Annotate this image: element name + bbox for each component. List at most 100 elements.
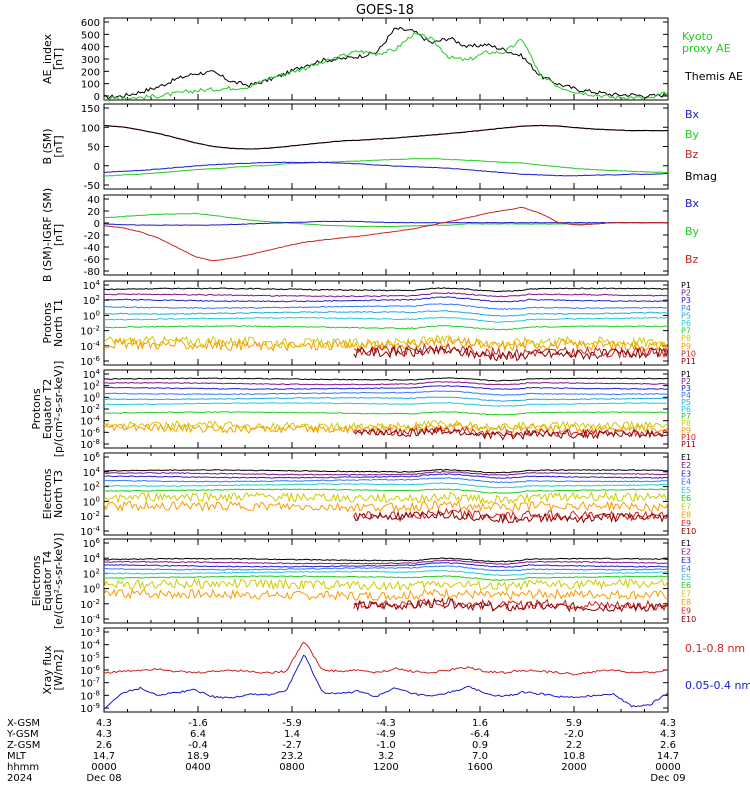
footer-row-label: X-GSM: [7, 718, 40, 729]
legend-entry: E7: [681, 590, 691, 599]
channel-line: [104, 565, 668, 572]
y-tick-label: 10-2: [80, 598, 100, 611]
y-tick-label: 10-6: [80, 355, 100, 368]
legend-entry: Bmag: [685, 170, 717, 183]
y-tick-label: -80: [84, 267, 100, 278]
y-tick-label: 100: [81, 80, 100, 91]
y-tick-label: 150: [81, 104, 100, 115]
footer-value: 4.3: [660, 729, 676, 740]
footer-value: 2.6: [96, 740, 112, 751]
footer-value: 1200: [373, 762, 398, 773]
legend-entry: P8: [681, 419, 691, 428]
legend-entry: E6: [681, 581, 691, 590]
footer-row-label: hhmm: [7, 762, 39, 773]
y-tick-label: 10-4: [80, 639, 100, 652]
legend: 0.1-0.8 nm 0.05-0.4 nm: [685, 642, 750, 692]
legend-entry: P2: [681, 377, 691, 386]
y-axis-label: ProtonsNorth T1: [41, 299, 65, 347]
y-tick-label: 50: [87, 143, 100, 154]
panel-2: 150 100 50 0 -50 B (SM)[nT] Bx By Bz Bmag: [41, 103, 717, 192]
footer-value: 2.2: [566, 740, 582, 751]
legend-entry: P3: [681, 296, 691, 305]
channel-line: [104, 316, 668, 323]
y-tick-label: 500: [81, 30, 100, 41]
orbit-footer: X-GSMY-GSMZ-GSMMLThhmm20244.34.32.614.70…: [6, 718, 686, 784]
y-tick-label: 104: [83, 279, 101, 292]
footer-value: 4.3: [96, 729, 112, 740]
footer-value: 3.2: [378, 751, 394, 762]
y-tick-label: 20: [87, 207, 100, 218]
channel-line: [104, 575, 668, 581]
plot-area: [104, 377, 668, 441]
channel-line: [104, 324, 668, 331]
legend-entry: E10: [681, 527, 696, 536]
plot-area: [104, 206, 668, 262]
legend-entry: E7: [681, 502, 691, 511]
footer-value: 2000: [561, 762, 586, 773]
legend-entry: P4: [681, 304, 691, 313]
y-tick-label: 0: [94, 162, 100, 173]
y-tick-label: 104: [83, 552, 101, 565]
channel-line: [104, 470, 668, 476]
y-tick-label: 0: [94, 92, 100, 103]
panels: 6005004003002001000AE_index[nT]Kyotoprox…: [30, 17, 750, 715]
footer-value: 0000: [655, 762, 680, 773]
footer-value: -1.6: [188, 718, 208, 729]
footer-value: -4.3: [376, 718, 396, 729]
footer-value: -0.4: [188, 740, 208, 751]
channel-line: [104, 385, 668, 390]
footer-value: 5.9: [566, 718, 582, 729]
y-axis-label: B (SM)[nT]: [41, 128, 65, 164]
channel-line: [353, 343, 668, 360]
y-tick-label: 106: [83, 537, 101, 550]
footer-value: -6.4: [470, 729, 490, 740]
y-tick-label: 104: [83, 466, 101, 479]
figure-title: GOES-18: [356, 3, 414, 18]
y-tick-label: 10-7: [80, 677, 100, 690]
legend-entry: E3: [681, 469, 691, 478]
footer-value: 2.6: [660, 740, 676, 751]
channel-line: [104, 482, 668, 489]
channel-line: [104, 488, 668, 494]
footer-value: 0000: [91, 762, 116, 773]
y-tick-label: 10-8: [80, 689, 100, 702]
channel-line: [353, 344, 668, 362]
footer-value: Dec 09: [650, 773, 685, 784]
y-axis-label: ProtonsEquator T2[p/(cm²-s-sr-keV)]: [30, 361, 65, 458]
legend-entry: proxy AE: [682, 42, 731, 55]
footer-value: 18.9: [187, 751, 209, 762]
y-tick-label: 102: [83, 294, 100, 307]
channel-line: [353, 597, 668, 613]
channel-line: [104, 499, 668, 514]
channel-line: [104, 577, 668, 593]
series-line: [104, 161, 668, 177]
channel-line: [104, 309, 668, 317]
legend-entry: P1: [681, 370, 691, 379]
footer-value: 10.8: [563, 751, 585, 762]
panel-frame: [103, 194, 669, 276]
panel-frame: [103, 103, 669, 190]
legend-entry: P9: [681, 342, 691, 351]
y-tick-label: 10-3: [80, 626, 100, 639]
channel-line: [353, 425, 668, 439]
y-axis-label: Xray flux[W/m2]: [41, 645, 65, 695]
y-tick-label: 10-9: [80, 702, 100, 715]
y-tick-label: 200: [81, 67, 100, 78]
y-tick-label: 100: [81, 123, 100, 134]
series-line: [104, 157, 668, 177]
footer-value: -2.7: [282, 740, 302, 751]
y-tick-label: 104: [83, 368, 101, 381]
channel-line: [104, 468, 668, 474]
channel-line: [104, 377, 668, 382]
channel-line: [104, 390, 668, 396]
footer-value: 1600: [467, 762, 492, 773]
legend-entry: E4: [681, 478, 691, 487]
footer-value: -5.9: [282, 718, 302, 729]
legend-entry: E2: [681, 461, 691, 470]
